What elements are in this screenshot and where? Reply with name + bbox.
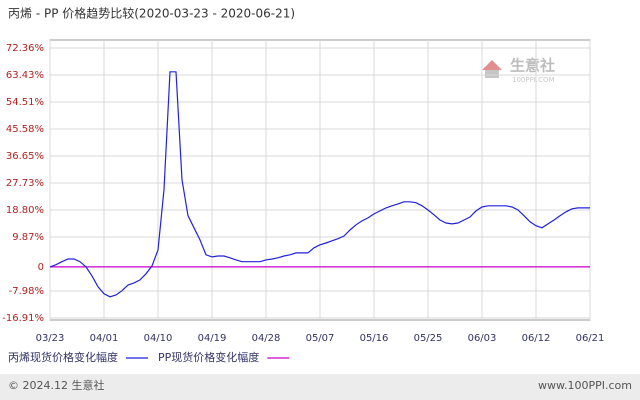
x-tick-label: 04/01: [90, 333, 119, 344]
x-tick-label: 04/10: [144, 333, 173, 344]
y-tick-label: 54.51%: [6, 97, 44, 108]
watermark-icon: [482, 60, 502, 70]
chart-title: 丙烯 - PP 价格趋势比较(2020-03-23 - 2020-06-21): [8, 6, 295, 21]
footer-site: www.100PPI.com: [538, 379, 632, 392]
y-tick-label: 45.58%: [6, 124, 44, 135]
watermark-icon: [485, 70, 499, 78]
x-tick-label: 06/21: [576, 333, 605, 344]
watermark-name: 生意社: [510, 57, 555, 75]
y-tick-label: -16.91%: [2, 313, 44, 324]
legend-label: 丙烯现货价格变化幅度: [8, 350, 118, 364]
y-tick-label: 18.80%: [6, 205, 44, 216]
x-tick-label: 04/19: [198, 333, 227, 344]
legend: 丙烯现货价格变化幅度 PP现货价格变化幅度: [8, 350, 290, 364]
legend-label: PP现货价格变化幅度: [158, 350, 259, 364]
y-tick-label: -7.98%: [9, 286, 44, 297]
watermark-url: 100PPI.COM: [512, 76, 555, 84]
series-line: [49, 71, 590, 298]
x-tick-label: 05/07: [306, 333, 335, 344]
x-tick-label: 03/23: [36, 333, 65, 344]
footer-bar: [0, 374, 640, 400]
x-tick-label: 05/16: [360, 333, 389, 344]
x-tick-label: 06/03: [468, 333, 497, 344]
x-tick-label: 04/28: [252, 333, 281, 344]
x-tick-label: 05/25: [414, 333, 443, 344]
footer-copyright: © 2024.12 生意社: [8, 378, 104, 392]
watermark: 生意社 100PPI.COM: [482, 57, 555, 84]
y-tick-label: 36.65%: [6, 151, 44, 162]
y-tick-label: 0: [38, 262, 44, 273]
y-tick-label: 9.87%: [12, 232, 44, 243]
y-tick-label: 72.36%: [6, 43, 44, 54]
y-tick-label: 63.43%: [6, 70, 44, 81]
x-tick-label: 06/12: [522, 333, 551, 344]
y-tick-label: 27.73%: [6, 178, 44, 189]
